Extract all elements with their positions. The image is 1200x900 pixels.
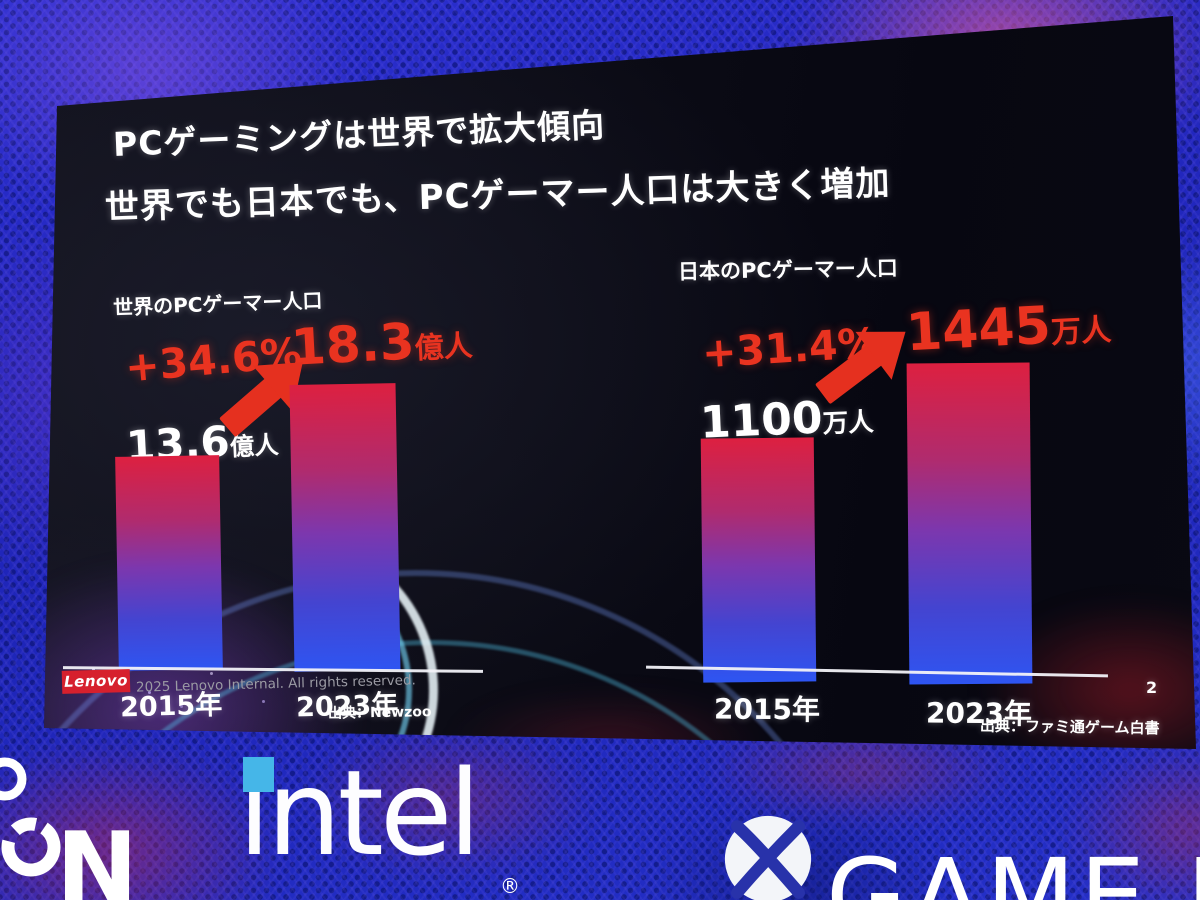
bar-japan-2023 xyxy=(906,362,1033,685)
page-number: 2 xyxy=(1146,678,1158,697)
source-japan: 出典：ファミ通ゲーム白書 xyxy=(979,716,1160,738)
backdrop-glow xyxy=(300,720,600,880)
chart-title-world: 世界のPCゲーマー人口 xyxy=(112,288,323,320)
xbox-game-pass-wordmark: GAME PA xyxy=(826,836,1200,900)
bar-world-2015 xyxy=(115,455,223,671)
value-world-2023: 18.3億人 xyxy=(290,309,474,376)
lenovo-logo: Lenovo xyxy=(61,669,131,694)
chart-title-japan: 日本のPCゲーマー人口 xyxy=(677,256,899,284)
bar-japan-2015 xyxy=(700,437,817,683)
xbox-sphere-icon xyxy=(724,815,812,900)
value-unit: 億人 xyxy=(413,328,474,366)
source-world: 出典：Newzoo xyxy=(327,704,432,722)
year-label-japan-2015: 2015年 xyxy=(713,692,821,727)
value-number: 18.3 xyxy=(289,312,416,377)
legion-o-partial-icon xyxy=(0,757,27,801)
value-number: 1445 xyxy=(904,295,1053,364)
intel-logo: intel xyxy=(238,744,481,882)
intel-i-dot-icon xyxy=(243,757,274,792)
slide-title-line2: 世界でも日本でも、PCゲーマー人口は大きく増加 xyxy=(104,163,891,228)
value-japan-2023: 1445万人 xyxy=(904,293,1113,364)
legion-o-icon xyxy=(1,817,61,877)
value-unit: 万人 xyxy=(1050,312,1113,351)
bar-world-2023 xyxy=(289,382,401,672)
slide-title-line1: PCゲーミングは世界で拡大傾向 xyxy=(112,105,606,164)
legion-wordmark-partial: N xyxy=(56,812,141,900)
intel-registered-mark: ® xyxy=(500,874,520,898)
